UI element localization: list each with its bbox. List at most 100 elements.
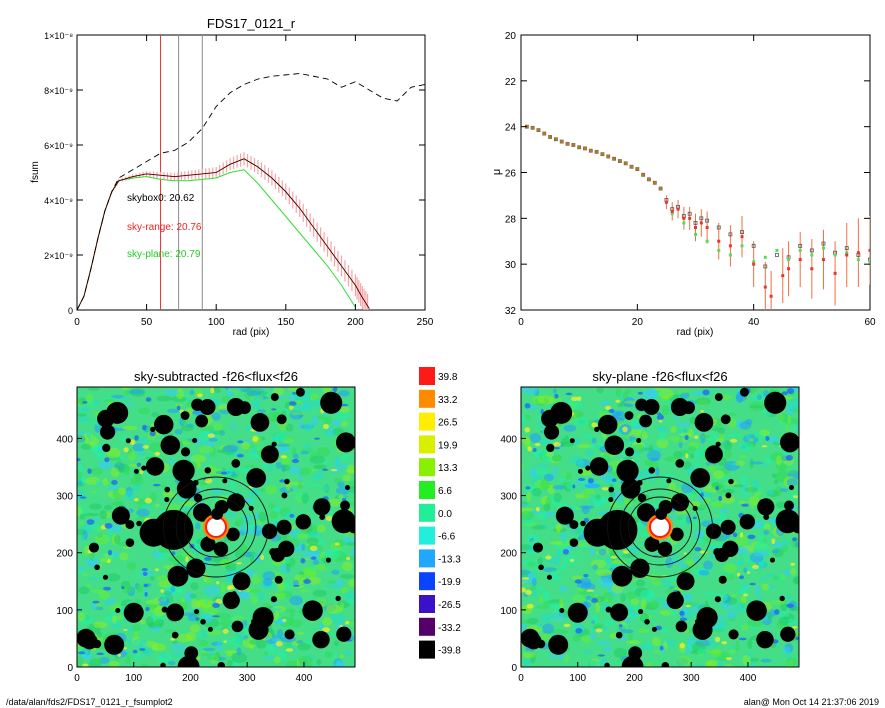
map-noise-blob bbox=[575, 416, 588, 427]
map-noise-blob bbox=[763, 529, 770, 536]
map-noise-blob bbox=[522, 651, 535, 659]
map-noise-blob bbox=[236, 632, 245, 644]
map-noise-speck bbox=[96, 652, 104, 656]
map-noise-blob bbox=[298, 480, 303, 490]
map-noise-blob bbox=[283, 580, 292, 590]
map-noise-blob bbox=[526, 491, 532, 502]
colorbar-label: 13.3 bbox=[438, 463, 458, 474]
map-noise-blob bbox=[552, 454, 562, 462]
map-noise-blob bbox=[625, 640, 641, 645]
masked-source bbox=[639, 414, 652, 428]
map-noise-speck bbox=[322, 627, 331, 633]
map-noise-blob bbox=[723, 563, 738, 574]
masked-source bbox=[125, 520, 135, 530]
map-noise-speck bbox=[229, 584, 235, 590]
map-noise-blob bbox=[774, 479, 779, 485]
masked-source bbox=[102, 443, 111, 453]
map-noise-blob bbox=[759, 576, 768, 581]
map-noise-speck bbox=[583, 573, 589, 578]
map-noise-blob bbox=[757, 534, 765, 545]
map-noise-blob bbox=[673, 438, 689, 443]
map-noise-blob bbox=[342, 474, 352, 482]
map-noise-blob bbox=[579, 467, 594, 477]
map-noise-blob bbox=[595, 602, 601, 613]
mu-point-overlap bbox=[548, 135, 552, 139]
mu-point-skybox bbox=[821, 241, 826, 246]
mu-point-overlap bbox=[659, 187, 663, 191]
colorbar-label: -19.9 bbox=[438, 577, 461, 588]
map-noise-blob bbox=[200, 426, 216, 432]
map-noise-speck bbox=[145, 607, 150, 612]
map-noise-speck bbox=[685, 604, 691, 608]
map-noise-blob bbox=[281, 464, 291, 472]
masked-source bbox=[569, 438, 575, 444]
map-noise-blob bbox=[538, 596, 544, 604]
map-noise-blob bbox=[543, 600, 552, 607]
map-noise-speck bbox=[292, 584, 300, 587]
map-noise-speck bbox=[714, 636, 721, 643]
masked-source bbox=[675, 459, 685, 468]
mu-point-plane bbox=[868, 260, 870, 264]
map-noise-blob bbox=[537, 622, 543, 629]
masked-source bbox=[231, 459, 241, 468]
masked-source bbox=[715, 441, 721, 447]
colorbar-swatch bbox=[419, 481, 435, 499]
map-noise-blob bbox=[658, 431, 667, 442]
masked-source bbox=[270, 596, 278, 603]
map-noise-speck bbox=[154, 451, 161, 456]
map-noise-speck bbox=[793, 495, 798, 499]
masked-source bbox=[648, 467, 656, 474]
sky-subtracted-title: sky-subtracted -f26<flux<f26 bbox=[134, 369, 298, 384]
map-noise-blob bbox=[79, 513, 86, 520]
mu-point-range bbox=[728, 244, 732, 248]
map-noise-blob bbox=[93, 518, 100, 522]
map-noise-blob bbox=[77, 656, 84, 667]
map-noise-blob bbox=[775, 501, 787, 509]
map-noise-blob bbox=[529, 585, 536, 591]
map-noise-speck bbox=[86, 519, 95, 525]
map-noise-blob bbox=[124, 466, 130, 476]
map-ytick-label: 400 bbox=[500, 434, 517, 445]
map-noise-speck bbox=[289, 401, 297, 406]
masked-source bbox=[739, 514, 756, 530]
masked-source bbox=[276, 414, 287, 425]
map-noise-blob bbox=[576, 581, 592, 589]
masked-source bbox=[725, 492, 732, 499]
map-noise-blob bbox=[78, 586, 90, 595]
map-noise-blob bbox=[276, 443, 290, 447]
annotation-sky-plane: sky-plane: 20.79 bbox=[127, 249, 201, 260]
map-noise-blob bbox=[532, 487, 542, 497]
map-noise-blob bbox=[702, 496, 712, 504]
map-noise-blob bbox=[95, 606, 104, 611]
masked-source bbox=[222, 478, 228, 484]
map-noise-blob bbox=[297, 467, 312, 476]
map-noise-speck bbox=[524, 427, 531, 433]
map-noise-speck bbox=[123, 628, 128, 631]
mu-point-range bbox=[752, 262, 756, 266]
map-noise-blob bbox=[128, 508, 134, 513]
map-noise-speck bbox=[571, 396, 579, 402]
map-noise-blob bbox=[696, 648, 707, 656]
map-noise-speck bbox=[207, 433, 215, 438]
mu-point-plane bbox=[670, 212, 674, 216]
map-noise-blob bbox=[328, 612, 345, 624]
masked-source bbox=[624, 411, 634, 420]
masked-source bbox=[543, 424, 560, 440]
colorbar-label: 6.6 bbox=[438, 486, 452, 497]
map-ytick-label: 400 bbox=[56, 434, 73, 445]
map-noise-blob bbox=[346, 468, 355, 474]
map-noise-blob bbox=[591, 437, 597, 444]
map-noise-blob bbox=[529, 432, 541, 443]
map-noise-blob bbox=[162, 490, 175, 499]
mu-point-plane bbox=[787, 258, 791, 262]
map-noise-blob bbox=[181, 552, 195, 559]
fsum-profile-panel: FDS17_0121_r 0 50 100 150 200 250 0 2×10⁻⁹ 4×10⁻… bbox=[30, 16, 434, 338]
map-noise-blob bbox=[281, 456, 290, 467]
map-noise-blob bbox=[275, 461, 282, 469]
map-ytick-label: 100 bbox=[56, 606, 73, 617]
map-noise-speck bbox=[679, 643, 685, 649]
masked-source bbox=[532, 542, 544, 553]
map-noise-blob bbox=[537, 462, 549, 468]
map-noise-speck bbox=[144, 497, 152, 504]
mu-point-range bbox=[798, 258, 802, 262]
